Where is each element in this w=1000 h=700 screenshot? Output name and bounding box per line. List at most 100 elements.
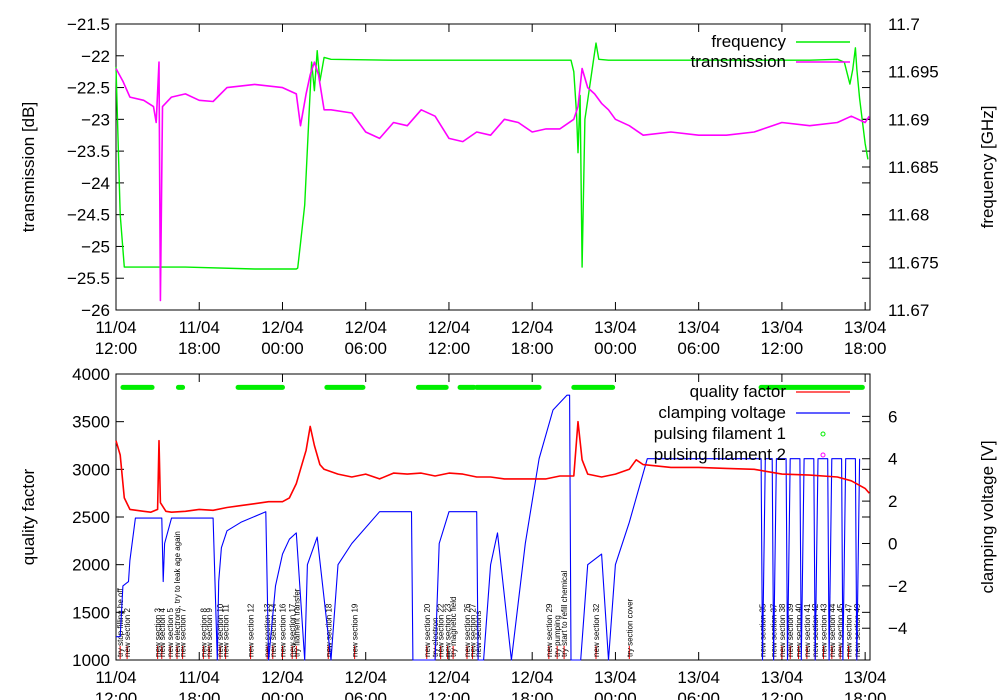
x-tick-date: 12/04	[261, 668, 304, 687]
y-tick-label: 1500	[72, 603, 110, 622]
x-tick-date: 12/04	[428, 668, 471, 687]
annotation-label: new section 18	[324, 603, 333, 657]
y-tick-label: 1000	[72, 651, 110, 670]
legend-label-clamping-voltage: clamping voltage	[658, 403, 786, 422]
y2-tick-label: 11.68	[888, 206, 929, 225]
x-tick-date: 13/04	[844, 668, 887, 687]
legend-label-transmission: transmission	[691, 52, 786, 71]
annotation-label: new electrons, try to leak age again	[173, 531, 182, 657]
transmission-series-line	[115, 61, 870, 302]
y2-tick-label: 11.695	[888, 63, 939, 82]
legend-label-frequency: frequency	[711, 32, 786, 51]
x-tick-time: 18:00	[511, 339, 554, 358]
x-tick-date: 13/04	[594, 318, 637, 337]
legend-label-quality-factor: quality factor	[690, 382, 787, 401]
x-tick-time: 12:00	[761, 339, 804, 358]
annotation-label: new section 45	[836, 603, 845, 657]
annotation-label: new section 20	[423, 603, 432, 657]
y-tick-label: −24	[81, 174, 110, 193]
legend-swatch-pulsing-filament-2	[820, 452, 826, 458]
annotation-label: new section 9	[205, 608, 214, 657]
quality-factor-series-line	[115, 420, 870, 514]
x-tick-date: 12/04	[511, 668, 554, 687]
y-tick-label: −22	[81, 47, 110, 66]
y-axis-label: transmission [dB]	[19, 102, 38, 232]
annotation-label: try filament transfer	[292, 588, 301, 657]
x-tick-time: 12:00	[95, 339, 138, 358]
y2-tick-label: −4	[888, 619, 907, 638]
bottom-panel: 4000 3500 3000 2500 2000 1500 1000 6 4 2 0 −2 −4 11/0…	[19, 365, 997, 700]
x-tick-time: 12:00	[761, 689, 804, 700]
y2-tick-label: 11.675	[888, 253, 939, 272]
annotation-label: try magnetic field	[449, 597, 458, 657]
x-tick-time: 12:00	[428, 689, 471, 700]
y2-tick-label: 11.69	[888, 110, 929, 129]
y-tick-label: −22.5	[67, 79, 110, 98]
x-tick-date: 13/04	[761, 668, 804, 687]
y-tick-label: −25.5	[67, 269, 110, 288]
y-tick-label: 2500	[72, 508, 110, 527]
annotation-label: new section 16	[279, 603, 288, 657]
y-tick-label: 3500	[72, 413, 110, 432]
annotation-label: try start to refill chemical	[560, 571, 569, 657]
annotation-label: new section 47	[845, 603, 854, 657]
annotation-label: try section cover	[625, 598, 634, 657]
annotation-label: new section 17	[288, 603, 297, 657]
y-tick-label: 3000	[72, 460, 110, 479]
y2-tick-label: 6	[888, 407, 897, 426]
x-tick-date: 11/04	[95, 318, 136, 337]
clamping-voltage-series-line	[116, 394, 861, 661]
x-tick-date: 11/04	[179, 318, 220, 337]
y2-tick-label: 11.67	[888, 301, 929, 320]
y-tick-label: −21.5	[67, 15, 110, 34]
x-tick-time: 06:00	[344, 689, 387, 700]
annotation-label: new section 39	[786, 603, 795, 657]
annotation-label: new section 43	[820, 603, 829, 657]
annotation-label: new section 5	[166, 608, 175, 657]
y-tick-label: −24.5	[67, 206, 110, 225]
annotation-label: new section 2	[123, 608, 132, 657]
annotation-label: new section 11	[222, 604, 231, 657]
y-tick-label: −23.5	[67, 142, 110, 161]
y2-axis-label: frequency [GHz]	[978, 106, 997, 229]
y-axis-label: quality factor	[19, 468, 38, 565]
annotation-label: new section 4	[158, 608, 167, 657]
annotation-label: new section 29	[545, 603, 554, 657]
x-tick-date: 13/04	[677, 668, 720, 687]
legend-label-pulsing-filament-1: pulsing filament 1	[654, 424, 786, 443]
x-tick-time: 06:00	[677, 689, 720, 700]
y-tick-label: 4000	[72, 365, 110, 384]
annotation-label: new section 22	[437, 603, 446, 657]
annotation-label: try pumping	[553, 615, 562, 657]
y-tick-label: −25	[81, 237, 110, 256]
annotation-label: new section 40	[795, 603, 804, 657]
annotation-label: new section 23	[444, 603, 453, 657]
annotation-label: new section 10	[216, 603, 225, 657]
annotation-label: new section 32	[592, 603, 601, 657]
x-tick-date: 11/04	[95, 668, 136, 687]
x-tick-time: 12:00	[428, 339, 471, 358]
annotation-label: new sections	[474, 611, 483, 657]
x-tick-time: 18:00	[844, 339, 887, 358]
x-tick-date: 13/04	[844, 318, 887, 337]
annotation-label: new section 19	[351, 603, 360, 657]
annotation-label: new section 26	[463, 603, 472, 657]
x-tick-time: 00:00	[261, 689, 304, 700]
legend-label-pulsing-filament-2: pulsing filament 2	[654, 445, 786, 464]
x-tick-time: 00:00	[594, 339, 637, 358]
y-tick-label: −23	[81, 110, 110, 129]
y2-tick-label: 2	[888, 492, 897, 511]
x-tick-time: 00:00	[594, 689, 637, 700]
y-tick-label: −26	[81, 301, 110, 320]
x-tick-time: 18:00	[178, 339, 221, 358]
annotation-label: new section 27	[469, 603, 478, 657]
x-tick-date: 13/04	[594, 668, 637, 687]
x-tick-date: 11/04	[179, 668, 220, 687]
x-tick-date: 12/04	[344, 668, 387, 687]
legend-swatch-pulsing-filament-1	[820, 431, 826, 437]
x-tick-date: 13/04	[761, 318, 804, 337]
x-tick-time: 18:00	[844, 689, 887, 700]
x-tick-date: 12/04	[261, 318, 304, 337]
x-tick-date: 12/04	[428, 318, 471, 337]
y-tick-label: 2000	[72, 556, 110, 575]
